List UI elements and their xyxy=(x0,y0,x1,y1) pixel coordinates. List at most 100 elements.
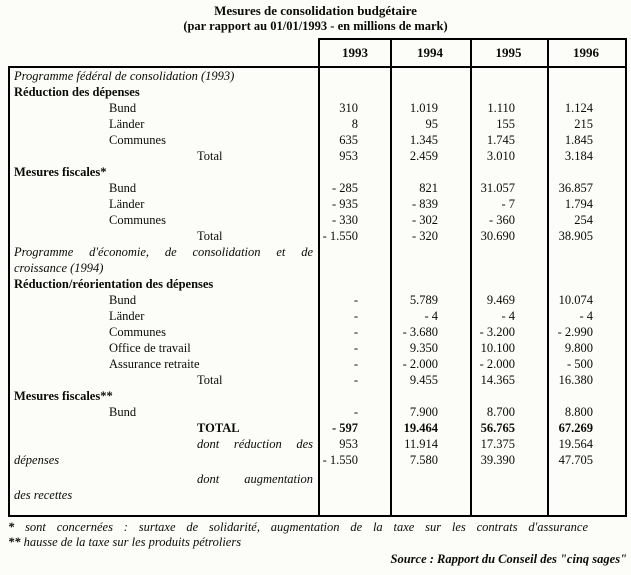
value-cell-1995: 31.057 xyxy=(480,181,515,195)
value-cell-1993 xyxy=(318,68,390,84)
row-label-cell: Bund xyxy=(10,404,318,420)
table-row: Mesures fiscales** xyxy=(10,388,625,404)
row-label: Total xyxy=(197,373,223,387)
value-cell-1996: 19.564 xyxy=(558,437,593,451)
value-cell-1996: 10.074 xyxy=(558,293,593,307)
table-row: dont augmentation xyxy=(10,471,625,487)
value-cell-1993 xyxy=(318,84,390,100)
value-cell-1996: 1.794 xyxy=(564,197,593,211)
footnote: ** hausse de la taxe sur les produits pé… xyxy=(8,535,588,550)
footnote: * sont concernées : surtaxe de solidarit… xyxy=(8,520,588,535)
value-cell-1993 xyxy=(318,487,390,503)
value-cell-1995: 17.375 xyxy=(480,437,515,451)
table-row: croissance (1994) xyxy=(10,260,625,276)
value-cell-1996: 3.184 xyxy=(564,149,593,163)
year-header-1995: 1995 xyxy=(495,45,522,60)
value-cell-1996 xyxy=(547,276,625,292)
value-cell-1996: 16.380 xyxy=(558,373,593,387)
table-body-rows: Programme fédéral de consolidation (1993… xyxy=(10,68,625,503)
value-cell-1993: - xyxy=(353,293,358,307)
value-cell-1994: - 839 xyxy=(411,197,438,211)
value-cell-1995: 155 xyxy=(496,117,515,131)
value-cell-1994 xyxy=(390,471,470,487)
row-label: Communes xyxy=(109,213,166,227)
value-cell-1994: 7.580 xyxy=(409,453,438,467)
row-label: Länder xyxy=(109,117,145,131)
value-cell-1995: - 4 xyxy=(501,309,515,323)
footnote-text: hausse de la taxe sur les produits pétro… xyxy=(23,535,242,549)
value-cell-1994: 9.350 xyxy=(409,341,438,355)
table-row: Länder - - 4 - 4 - 4 xyxy=(10,308,625,324)
footnote-text: sont concernées : surtaxe de solidarité,… xyxy=(25,520,588,534)
value-cell-1993: 953 xyxy=(339,437,358,451)
value-cell-1995: 39.390 xyxy=(480,453,515,467)
value-cell-1993: - 330 xyxy=(331,213,358,227)
row-label: Assurance retraite xyxy=(109,357,200,371)
value-cell-1995 xyxy=(470,388,547,404)
value-cell-1996 xyxy=(547,164,625,180)
row-label-cell: Mesures fiscales* xyxy=(10,164,318,180)
row-label-cell: Bund xyxy=(10,100,318,116)
row-label-cell: des recettes xyxy=(10,487,318,503)
value-cell-1993: 635 xyxy=(339,133,358,147)
value-cell-1995: - 360 xyxy=(488,213,515,227)
row-label-cell: TOTAL xyxy=(10,420,318,436)
table-row: Länder 8 95 155 215 xyxy=(10,116,625,132)
row-label-cell: dont réduction des xyxy=(10,436,318,452)
year-header-1996: 1996 xyxy=(573,45,599,60)
value-cell-1996 xyxy=(547,260,625,276)
value-cell-1994: 9.455 xyxy=(409,373,438,387)
value-cell-1993: - xyxy=(353,357,358,371)
row-label: Bund xyxy=(109,293,137,307)
value-cell-1995: 10.100 xyxy=(480,341,515,355)
table-row: Communes - 330 - 302 - 360 254 xyxy=(10,212,625,228)
value-cell-1995: 8.700 xyxy=(486,405,515,419)
row-label-cell: Länder xyxy=(10,116,318,132)
budget-table: Programme fédéral de consolidation (1993… xyxy=(8,66,627,517)
table-row: Réduction/réorientation des dépenses xyxy=(10,276,625,292)
value-cell-1994 xyxy=(390,84,470,100)
value-cell-1993: 310 xyxy=(339,101,358,115)
value-cell-1993: - xyxy=(353,325,358,339)
row-label: Réduction/réorientation des dépenses xyxy=(14,277,214,291)
row-label: Programme fédéral de consolidation (1993… xyxy=(14,69,235,83)
value-cell-1993: 8 xyxy=(351,117,358,131)
row-label-cell: Office de travail xyxy=(10,340,318,356)
header-column-divider xyxy=(547,40,549,66)
row-label: Bund xyxy=(109,405,137,419)
value-cell-1996 xyxy=(547,68,625,84)
value-cell-1994 xyxy=(390,276,470,292)
row-label: Total xyxy=(197,149,223,163)
header-column-divider xyxy=(470,40,472,66)
value-cell-1995 xyxy=(470,276,547,292)
value-cell-1994: 7.900 xyxy=(409,405,438,419)
row-label: Réduction des dépenses xyxy=(14,85,140,99)
table-row: Bund 310 1.019 1.110 1.124 xyxy=(10,100,625,116)
value-cell-1994 xyxy=(390,260,470,276)
row-label-cell: Réduction des dépenses xyxy=(10,84,318,100)
row-label: Programme d'économie, de consolidation e… xyxy=(14,245,313,259)
table-row: Communes - - 3.680 - 3.200 - 2.990 xyxy=(10,324,625,340)
value-cell-1994: - 302 xyxy=(411,213,438,227)
row-label-cell: croissance (1994) xyxy=(10,260,318,276)
value-cell-1993: - xyxy=(353,373,358,387)
value-cell-1996 xyxy=(547,84,625,100)
value-cell-1996 xyxy=(547,244,625,260)
value-cell-1996 xyxy=(547,388,625,404)
row-label: dont augmentation xyxy=(197,472,313,486)
row-label: Mesures fiscales* xyxy=(14,165,107,179)
value-cell-1995: 3.010 xyxy=(486,149,515,163)
value-cell-1993 xyxy=(318,244,390,260)
value-cell-1996: 1.845 xyxy=(564,133,593,147)
column-divider xyxy=(390,68,392,515)
table-row: des recettes xyxy=(10,487,625,503)
value-cell-1996: - 500 xyxy=(566,357,593,371)
value-cell-1993: - 597 xyxy=(331,421,358,435)
value-cell-1996: 47.705 xyxy=(558,453,593,467)
row-label-cell: Communes xyxy=(10,132,318,148)
footnote-marker: ** xyxy=(8,535,21,549)
table-row: Bund - 5.789 9.469 10.074 xyxy=(10,292,625,308)
value-cell-1995 xyxy=(470,487,547,503)
value-cell-1993: - 1.550 xyxy=(322,229,358,243)
row-label-cell: Bund xyxy=(10,292,318,308)
